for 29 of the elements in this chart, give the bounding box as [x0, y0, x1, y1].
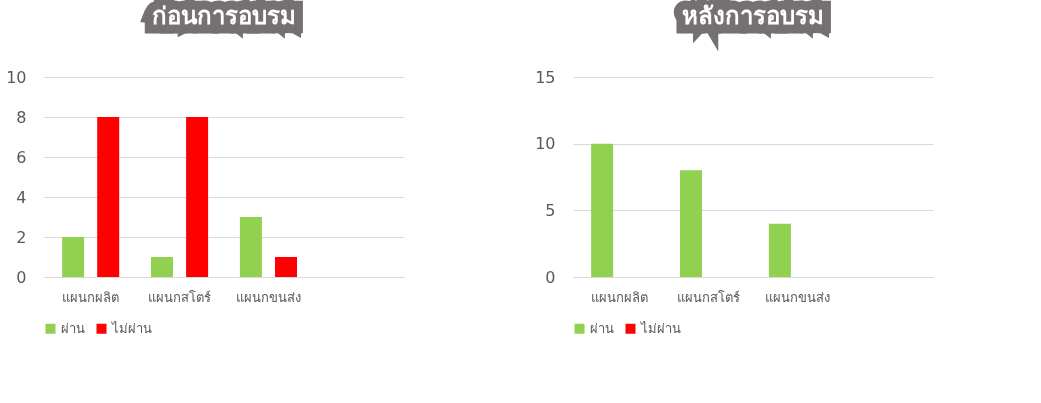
y-tick-label: 2	[16, 227, 27, 247]
x-tick-label: แผนกสโตร์	[148, 289, 212, 305]
bar	[274, 257, 297, 277]
bar	[186, 117, 209, 277]
x-tick-label: แผนกผลิต	[591, 289, 649, 305]
bar	[62, 237, 85, 277]
y-tick-label: 5	[545, 200, 556, 220]
y-tick-label: 6	[16, 147, 27, 167]
legend-label: ไม่ผ่าน	[640, 320, 681, 336]
bar	[591, 143, 614, 277]
y-tick-label: 0	[16, 267, 27, 287]
x-tick-label: แผนกผลิต	[62, 289, 120, 305]
legend-label: ผ่าน	[61, 320, 85, 336]
y-tick-label: 10	[535, 134, 556, 154]
y-tick-label: 8	[16, 107, 27, 127]
bar	[768, 223, 791, 277]
legend-label: ไม่ผ่าน	[111, 320, 152, 336]
bar	[151, 257, 174, 277]
y-tick-label: 0	[545, 267, 556, 287]
bar	[680, 170, 703, 277]
x-tick-label: แผนกสโตร์	[677, 289, 741, 305]
bar	[97, 117, 120, 277]
legend-label: ผ่าน	[590, 320, 614, 336]
x-tick-label: แผนกขนส่ง	[764, 289, 830, 305]
y-tick-label: 4	[16, 187, 27, 207]
bar	[239, 217, 262, 277]
x-tick-label: แผนกขนส่ง	[235, 289, 301, 305]
y-tick-label: 10	[6, 67, 27, 87]
y-tick-label: 15	[535, 67, 556, 87]
